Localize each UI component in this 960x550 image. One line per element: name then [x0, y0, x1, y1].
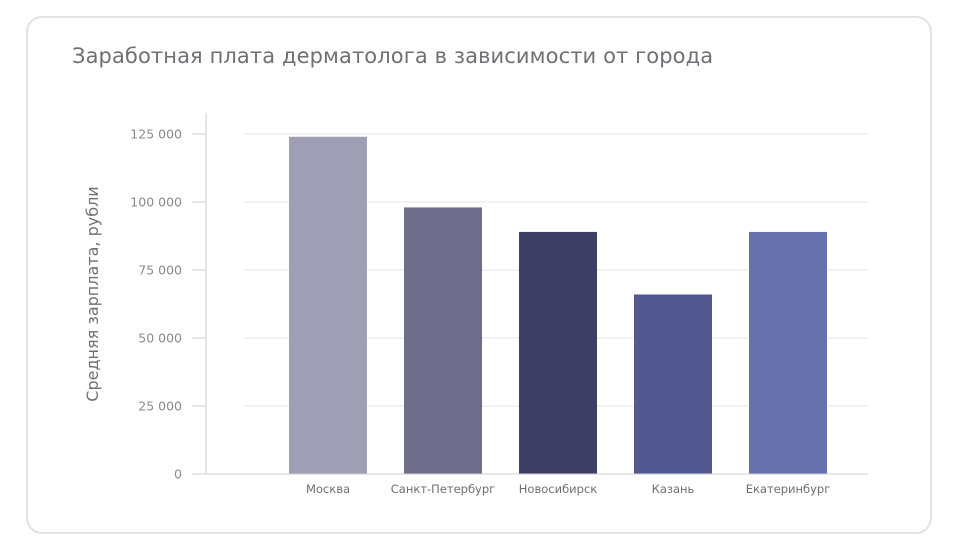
y-tick-label: 100 000 [130, 195, 182, 210]
y-axis-title: Средняя зарплата, рубли [83, 186, 102, 401]
bar [634, 294, 712, 474]
axes [205, 113, 868, 475]
x-category-label: Казань [652, 482, 695, 496]
y-tick-labels: 0 25 000 50 000 75 000 100 000 125 000 [130, 127, 206, 482]
y-tick-label: 25 000 [138, 399, 182, 414]
y-tick-label: 125 000 [130, 127, 182, 142]
bar [404, 207, 482, 474]
x-category-label: Новосибирск [519, 482, 597, 496]
y-tick-label: 75 000 [138, 263, 182, 278]
x-category-label: Екатеринбург [746, 482, 831, 496]
bar [749, 231, 827, 474]
bars [289, 136, 827, 474]
bar [519, 231, 597, 474]
x-category-label: Москва [306, 482, 350, 496]
y-tick-label: 50 000 [138, 331, 182, 346]
chart-title: Заработная плата дерматолога в зависимос… [72, 44, 714, 68]
x-category-labels: Москва Санкт-Петербург Новосибирск Казань Ек… [306, 482, 830, 496]
y-tick-label: 0 [174, 467, 182, 482]
x-category-label: Санкт-Петербург [391, 482, 495, 496]
bar [289, 136, 367, 474]
